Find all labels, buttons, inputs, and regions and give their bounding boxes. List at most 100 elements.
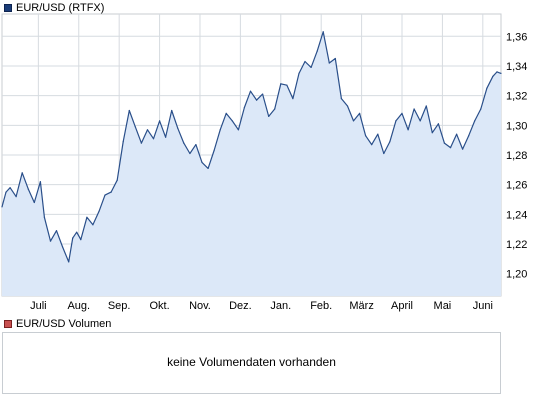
data-point <box>195 144 197 146</box>
data-point <box>68 261 70 263</box>
x-tick-label: Juli <box>30 300 47 312</box>
data-point <box>492 75 494 77</box>
x-tick-label: Aug. <box>67 300 90 312</box>
y-tick-label: 1,34 <box>506 61 527 73</box>
area-layer <box>1 31 502 297</box>
data-point <box>225 112 227 114</box>
data-point <box>237 129 239 131</box>
legend-volume: EUR/USD Volumen <box>4 318 111 330</box>
data-point <box>72 237 74 239</box>
data-point <box>134 126 136 128</box>
data-point <box>480 108 482 110</box>
data-point <box>286 84 288 86</box>
data-point <box>268 115 270 117</box>
x-tick-label: März <box>349 300 373 312</box>
data-point <box>249 90 252 92</box>
y-tick-label: 1,30 <box>506 120 527 132</box>
data-point <box>389 141 391 143</box>
data-point <box>328 62 330 64</box>
data-point <box>431 132 433 134</box>
data-point <box>474 120 476 122</box>
data-point <box>419 120 421 122</box>
data-point <box>177 127 179 129</box>
data-point <box>33 201 35 204</box>
data-point <box>292 98 294 100</box>
data-point <box>21 172 23 174</box>
x-tick-label: Jan. <box>270 300 291 312</box>
data-point <box>183 142 185 144</box>
data-point <box>98 210 100 212</box>
data-point <box>207 167 209 169</box>
data-point <box>413 108 415 110</box>
x-tick-label: Mai <box>434 300 452 312</box>
data-point <box>110 191 112 193</box>
legend-volume-label: EUR/USD Volumen <box>16 318 112 330</box>
data-point <box>304 60 306 63</box>
data-point <box>62 246 64 248</box>
data-point <box>425 105 427 107</box>
series-area-fill <box>2 31 501 297</box>
data-point <box>15 196 17 198</box>
data-point <box>371 144 373 146</box>
data-point <box>128 109 130 112</box>
data-point <box>159 120 161 122</box>
x-axis-ticks: Juli Aug. Sep. Okt. Nov. Dez. Jan. Feb. März Apri… <box>30 300 493 312</box>
data-point <box>55 230 58 232</box>
y-tick-label: 1,26 <box>506 180 527 192</box>
x-tick-label: Dez. <box>229 300 252 312</box>
data-point <box>9 187 11 189</box>
legend-main: EUR/USD (RTFX) <box>4 2 104 14</box>
data-point <box>213 149 215 152</box>
y-tick-label: 1,28 <box>506 150 527 162</box>
data-point <box>346 105 349 107</box>
data-point <box>92 224 94 226</box>
data-point <box>39 181 42 183</box>
data-point <box>262 93 264 95</box>
data-point <box>122 141 124 143</box>
data-point <box>365 135 367 137</box>
data-point <box>140 142 142 144</box>
data-point <box>76 231 78 233</box>
data-point <box>298 72 300 74</box>
data-point <box>116 179 118 181</box>
data-point <box>256 99 258 101</box>
x-tick-label: Sep. <box>108 300 131 312</box>
data-point <box>165 136 167 138</box>
data-point <box>171 109 173 112</box>
x-tick-label: Nov. <box>189 300 211 312</box>
data-point <box>5 191 7 193</box>
data-point <box>189 152 191 155</box>
volume-panel: keine Volumendaten vorhanden <box>2 332 501 394</box>
data-point <box>27 188 29 190</box>
data-point <box>280 83 282 85</box>
data-point <box>146 129 149 131</box>
data-point <box>462 148 464 150</box>
data-point <box>316 50 318 52</box>
data-point <box>243 106 245 109</box>
data-point <box>152 138 155 140</box>
price-chart: 1,20 1,22 1,24 1,26 1,28 1,30 1,32 1,34 1,36 Jul… <box>1 13 527 312</box>
y-tick-label: 1,36 <box>506 31 527 43</box>
data-point <box>1 206 3 208</box>
data-point <box>395 120 397 122</box>
data-point <box>80 239 82 241</box>
data-point <box>449 147 452 149</box>
y-tick-label: 1,24 <box>506 209 527 221</box>
data-point <box>377 133 379 135</box>
x-tick-label: Juni <box>473 300 493 312</box>
data-point <box>496 71 498 73</box>
x-tick-label: Feb. <box>310 300 332 312</box>
data-point <box>401 112 403 114</box>
legend-main-swatch <box>4 4 12 12</box>
data-point <box>43 216 46 218</box>
y-tick-label: 1,22 <box>506 239 527 251</box>
data-point <box>274 108 276 110</box>
data-point <box>486 87 488 89</box>
legend-main-label: EUR/USD (RTFX) <box>16 2 105 14</box>
y-tick-label: 1,20 <box>506 269 527 281</box>
data-point <box>437 123 439 125</box>
legend-volume-swatch <box>4 320 12 328</box>
data-point <box>443 142 445 144</box>
y-axis-ticks: 1,20 1,22 1,24 1,26 1,28 1,30 1,32 1,34 1,36 <box>506 31 527 280</box>
data-point <box>352 120 355 122</box>
